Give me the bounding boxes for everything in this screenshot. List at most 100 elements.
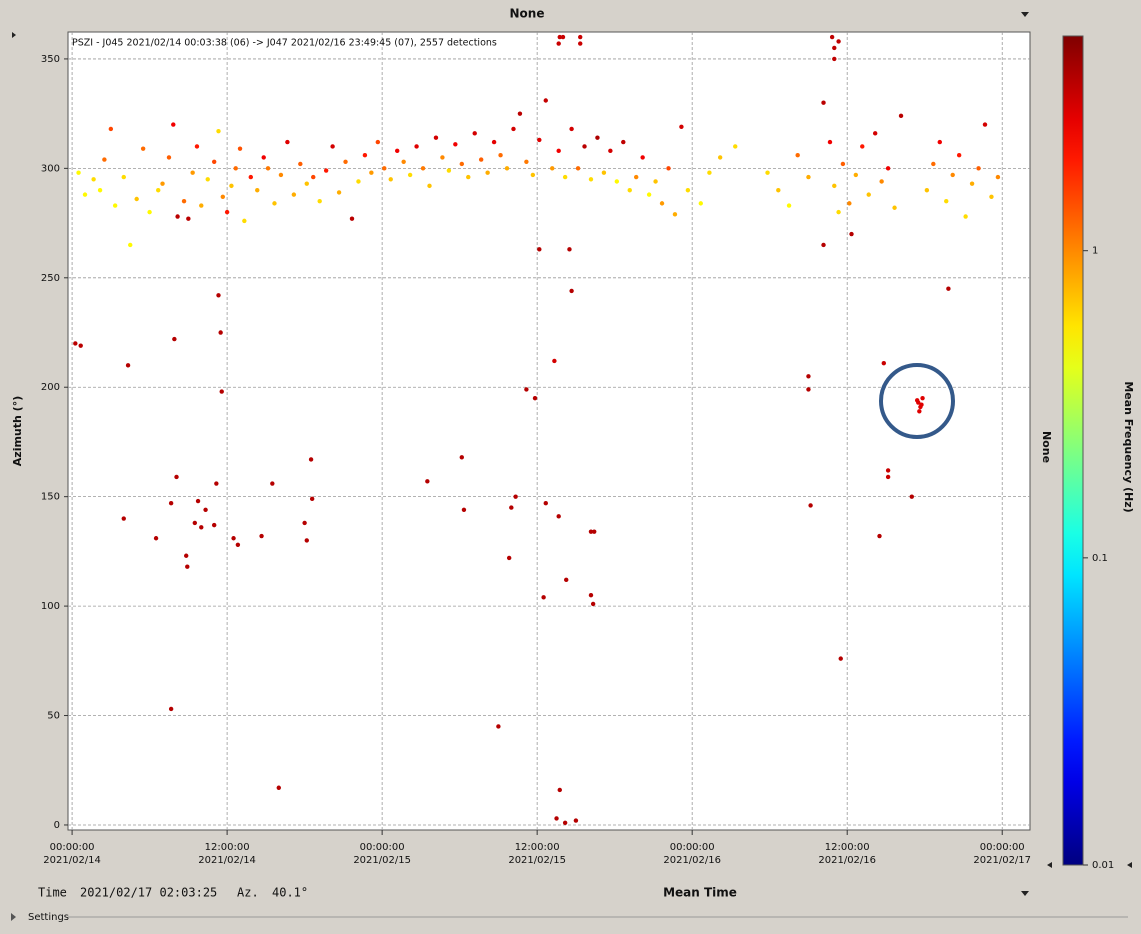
detection-point — [317, 198, 322, 204]
detection-point — [330, 144, 335, 149]
detection-point — [524, 387, 529, 392]
detection-point — [175, 214, 180, 219]
detection-point — [885, 166, 891, 171]
detection-point — [211, 159, 217, 164]
detection-point — [919, 402, 924, 407]
detection-point — [205, 177, 210, 182]
detection-point — [707, 170, 712, 175]
detection-point — [517, 111, 523, 116]
detection-point — [199, 203, 204, 208]
detection-point — [557, 787, 562, 793]
detection-point — [698, 201, 703, 206]
top-label[interactable]: None — [510, 7, 545, 21]
detection-point — [472, 131, 477, 136]
detection-point — [147, 209, 152, 215]
detection-point — [554, 816, 559, 821]
x-tick-label: 2021/02/16 — [663, 855, 721, 866]
detection-point — [343, 159, 348, 164]
x-tick-label: 12:00:00 — [205, 842, 250, 853]
detection-point — [537, 137, 542, 143]
plot-area — [67, 31, 1031, 831]
detection-point — [898, 113, 904, 119]
detection-point — [248, 174, 253, 180]
detection-point — [885, 468, 891, 473]
grid — [68, 32, 1030, 830]
detection-point — [407, 172, 413, 178]
detection-point — [356, 179, 361, 184]
detection-point — [847, 201, 852, 206]
status-time-label: Time — [38, 886, 67, 900]
detection-point — [946, 286, 951, 291]
detection-point — [102, 157, 107, 162]
detection-point — [614, 179, 620, 184]
detection-point — [121, 516, 126, 521]
detection-point — [950, 172, 955, 178]
dropdown-arrow[interactable] — [1021, 12, 1029, 17]
detection-point — [128, 242, 133, 248]
detection-point — [685, 188, 691, 193]
expand-arrow[interactable] — [12, 32, 16, 38]
detection-point — [459, 455, 464, 460]
detection-point — [786, 203, 792, 208]
detection-point — [582, 144, 587, 149]
detection-point — [190, 170, 195, 175]
detection-point — [425, 479, 430, 484]
dropdown-arrow[interactable] — [1021, 891, 1029, 896]
detection-point — [427, 183, 432, 189]
detection-point — [302, 520, 307, 526]
colorbar-arrow[interactable] — [1127, 862, 1132, 868]
detection-point — [578, 34, 583, 40]
detection-point — [231, 536, 236, 541]
detection-point — [461, 507, 467, 512]
y-tick-label: 100 — [41, 601, 60, 612]
detection-point — [733, 144, 738, 149]
y-tick-label: 0 — [54, 820, 60, 831]
detection-point — [171, 122, 176, 127]
y-tick-label: 300 — [41, 163, 60, 174]
detection-point — [220, 194, 226, 200]
detection-point — [573, 818, 579, 823]
status-az-label: Az. — [237, 886, 259, 900]
detection-point — [255, 188, 260, 193]
x-tick-label: 2021/02/14 — [43, 855, 101, 866]
detection-point — [184, 553, 189, 558]
detection-point — [112, 203, 118, 208]
detection-point — [224, 209, 230, 215]
settings-arrow[interactable] — [11, 913, 16, 921]
detection-point — [601, 170, 607, 175]
detection-point — [216, 128, 221, 134]
y-tick-label: 200 — [41, 382, 60, 393]
detection-point — [304, 538, 309, 543]
detection-point — [285, 139, 290, 145]
detection-point — [872, 131, 878, 136]
detection-point — [203, 507, 208, 512]
x-tick-label: 00:00:00 — [980, 842, 1025, 853]
detection-point — [543, 501, 548, 506]
x-axis-label[interactable]: Mean Time — [663, 886, 737, 900]
settings-label[interactable]: Settings — [28, 912, 69, 923]
status-time: 2021/02/17 02:03:25 — [80, 886, 217, 900]
detection-point — [806, 374, 811, 379]
detection-point — [995, 174, 1001, 180]
colorbar-arrow[interactable] — [1047, 862, 1052, 868]
detection-point — [309, 496, 315, 502]
detection-point — [556, 514, 561, 519]
detection-point — [806, 387, 811, 392]
detection-point — [821, 100, 826, 105]
detection-point — [186, 216, 191, 221]
x-tick-label: 00:00:00 — [50, 842, 95, 853]
detection-point — [192, 520, 198, 526]
detection-point — [218, 330, 223, 335]
detection-point — [382, 166, 387, 171]
detection-point — [592, 529, 597, 534]
detection-point — [679, 124, 684, 129]
detection-point — [140, 146, 146, 151]
x-tick-label: 2021/02/15 — [353, 855, 411, 866]
detection-point — [134, 196, 139, 202]
detection-point — [195, 498, 201, 504]
detection-point — [362, 153, 368, 158]
detection-point — [214, 481, 219, 486]
detection-point — [879, 179, 884, 184]
detection-point — [153, 536, 159, 541]
